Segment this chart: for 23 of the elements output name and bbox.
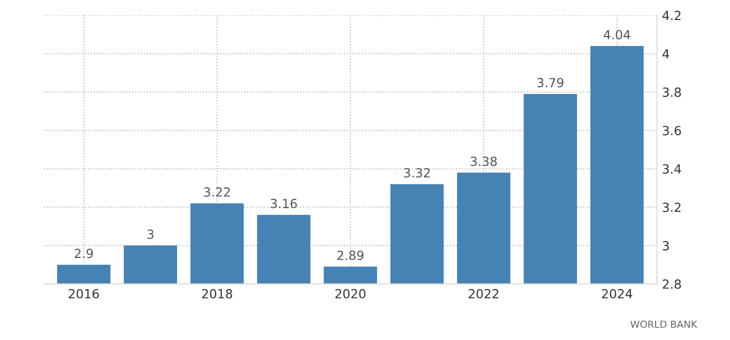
text: WORLD BANK: [630, 320, 698, 328]
data-label: 4.04: [604, 30, 630, 40]
data-label: 3.32: [404, 168, 430, 178]
y-tick-label: 3.4: [662, 164, 682, 174]
x-tick-label: 2024: [602, 288, 632, 298]
y-tick-label: 4: [662, 49, 670, 58]
y-tick-label: 3.8: [662, 88, 681, 97]
y-tick-label: 3: [662, 241, 669, 250]
x-tick-label: 2016: [68, 288, 99, 298]
y-tick-label: 4.2: [662, 10, 680, 20]
data-label: 3: [147, 229, 154, 239]
x-tick-label: 2022: [468, 288, 498, 298]
x-tick-label: 2018: [202, 288, 232, 298]
data-label: 3.22: [204, 187, 230, 197]
data-label: 2.89: [337, 250, 364, 260]
data-label: 2.9: [74, 248, 93, 258]
data-label: 3.16: [270, 198, 297, 208]
data-label: 3.79: [537, 78, 564, 88]
y-tick-label: 3.6: [662, 126, 681, 136]
x-tick-label: 2020: [335, 288, 366, 298]
y-tick-label: 3.2: [662, 202, 680, 212]
y-tick-label: 2.8: [662, 279, 681, 289]
data-label: 3.38: [470, 156, 497, 166]
